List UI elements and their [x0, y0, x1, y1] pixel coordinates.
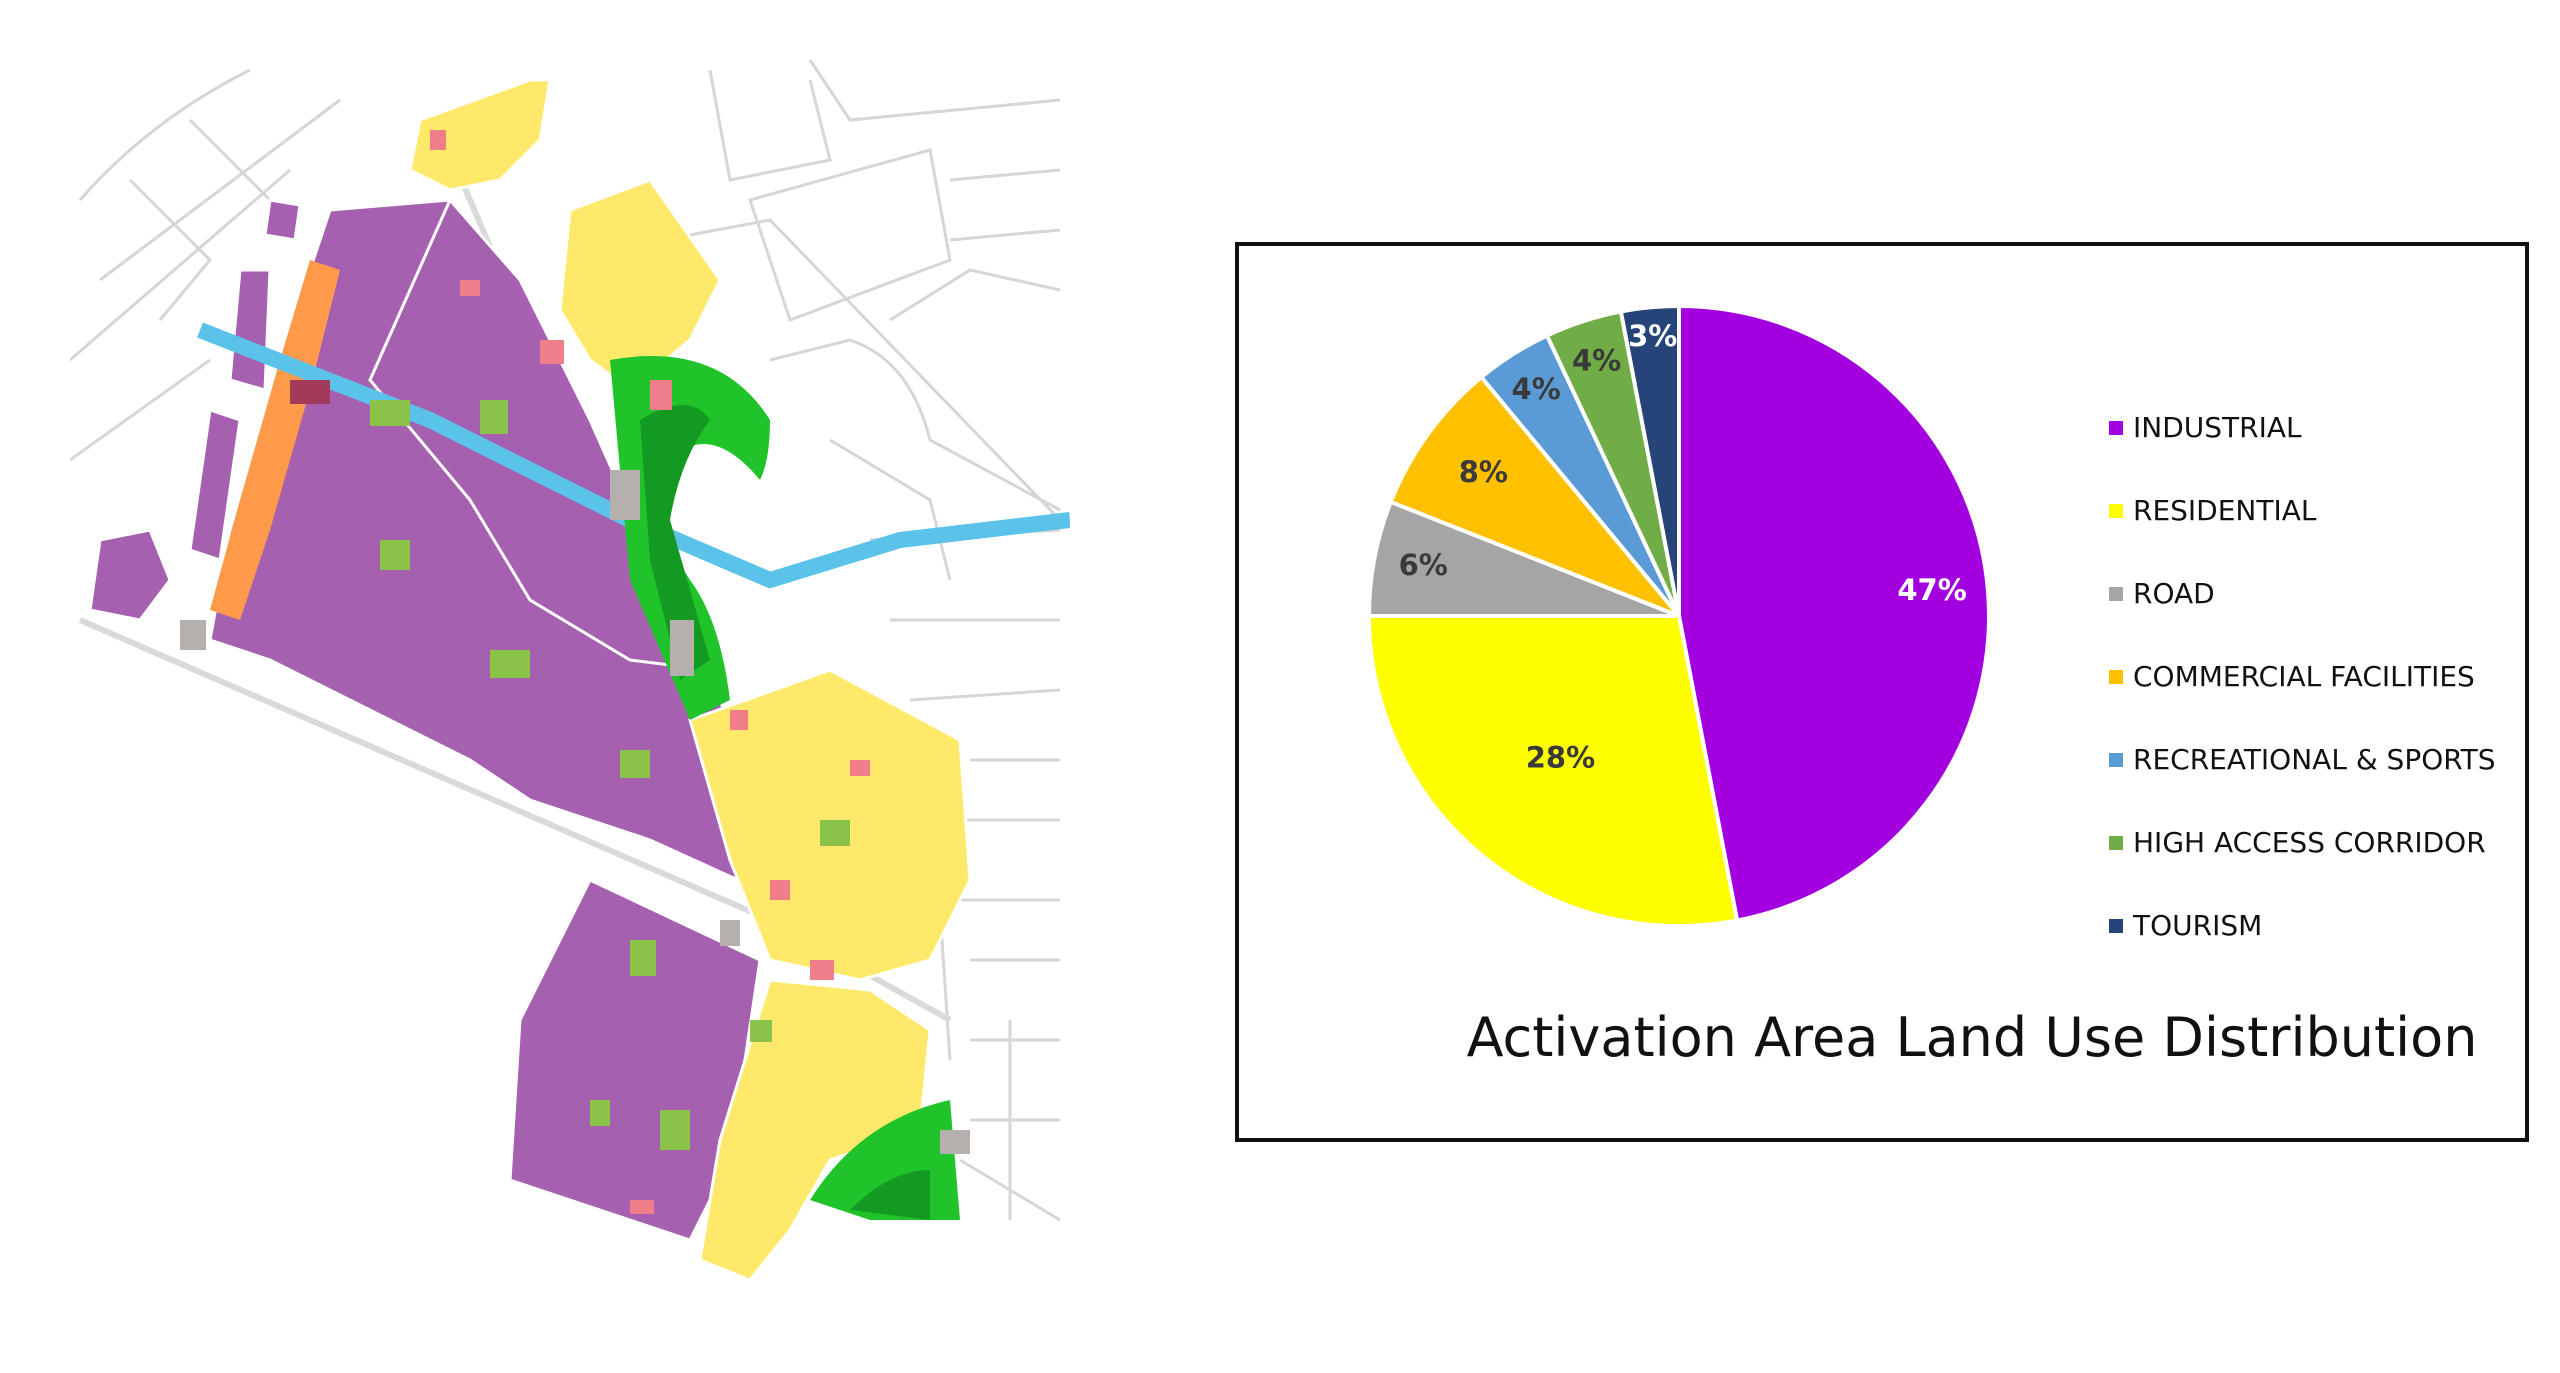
legend-swatch-tourism: [2109, 918, 2123, 933]
map-park-areas: [610, 356, 960, 1220]
legend-item-residential: RESIDENTIAL: [2109, 469, 2529, 552]
land-use-map-graphic: [70, 60, 1070, 1282]
legend-label-commercial-facilities: COMMERCIAL FACILITIES: [2133, 660, 2475, 693]
pie-slice-tourism: [1618, 306, 1681, 617]
legend-item-recreational-sports: RECREATIONAL & SPORTS: [2109, 718, 2529, 801]
legend-swatch-industrial: [2109, 420, 2123, 435]
map-gray-patches: [180, 470, 970, 1154]
legend-label-road: ROAD: [2133, 577, 2215, 610]
legend-swatch-high-access-corridor: [2109, 835, 2123, 850]
legend-label-recreational-sports: RECREATIONAL & SPORTS: [2133, 743, 2496, 776]
legend-label-residential: RESIDENTIAL: [2133, 494, 2317, 527]
pie-label-residential: 28%: [1526, 740, 1595, 774]
legend-item-high-access-corridor: HIGH ACCESS CORRIDOR: [2109, 801, 2529, 884]
map-commercial-zones: [210, 260, 340, 620]
legend-swatch-road: [2109, 586, 2123, 601]
pie-label-tourism: 3%: [1628, 319, 1677, 353]
chart-frame: 47% 28% 6% 8% 4% 4% 3% INDUSTRIAL RESIDENTIAL …: [1235, 242, 2529, 1142]
pie-label-industrial: 47%: [1897, 573, 1966, 607]
land-use-map: [70, 60, 1070, 1300]
legend-item-commercial-facilities: COMMERCIAL FACILITIES: [2109, 635, 2529, 718]
map-industrial-zones: [88, 197, 762, 1242]
legend-item-industrial: INDUSTRIAL: [2109, 386, 2529, 469]
legend-label-industrial: INDUSTRIAL: [2133, 411, 2302, 444]
legend-item-road: ROAD: [2109, 552, 2529, 635]
legend-swatch-commercial-facilities: [2109, 669, 2123, 684]
map-pink-patches: [430, 130, 870, 1214]
pie-label-recreational-sports: 4%: [1512, 372, 1561, 406]
legend-swatch-residential: [2109, 503, 2123, 518]
pie-label-commercial-facilities: 8%: [1459, 455, 1508, 489]
map-dark-red-patch: [290, 380, 330, 404]
legend-label-high-access-corridor: HIGH ACCESS CORRIDOR: [2133, 826, 2486, 859]
legend-swatch-recreational-sports: [2109, 752, 2123, 767]
pie-label-road: 6%: [1399, 548, 1448, 582]
chart-title: Activation Area Land Use Distribution: [1466, 1006, 2478, 1069]
chart-legend: INDUSTRIAL RESIDENTIAL ROAD COMMERCIAL F…: [2109, 386, 2529, 967]
map-green-patches: [370, 400, 850, 1150]
pie-chart: 47%28%6%8%4%4%3%: [1366, 306, 1991, 928]
legend-label-tourism: TOURISM: [2133, 909, 2263, 942]
pie-slice-residential: [1366, 614, 1740, 928]
pie-slice-industrial: [1677, 306, 1991, 923]
legend-item-tourism: TOURISM: [2109, 884, 2529, 967]
pie-label-high-access-corridor: 4%: [1572, 343, 1621, 377]
pie-slice-commercial-facilities: [1388, 374, 1681, 618]
